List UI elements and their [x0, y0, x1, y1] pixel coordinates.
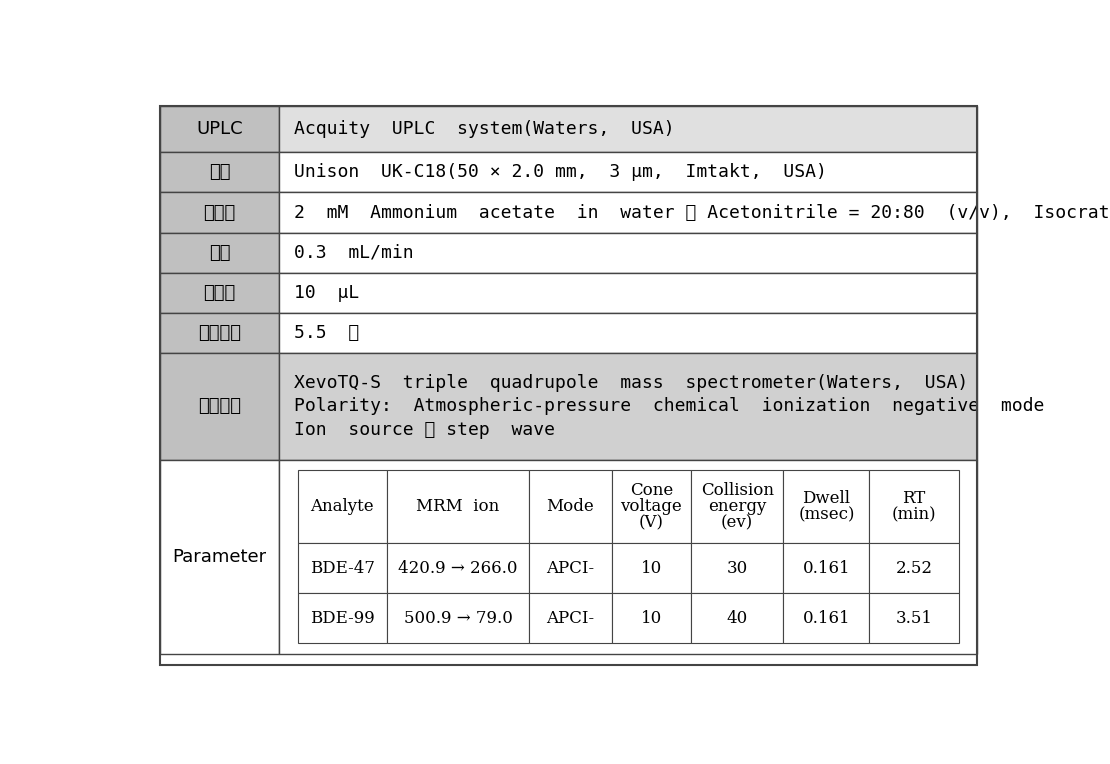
Text: BDE-47: BDE-47: [310, 559, 375, 577]
Text: 주입량: 주입량: [203, 284, 235, 302]
Text: 10  μL: 10 μL: [294, 284, 360, 302]
Bar: [529, 470, 612, 543]
Bar: [279, 106, 978, 152]
Text: MRM  ion: MRM ion: [416, 498, 500, 515]
Bar: [784, 593, 869, 643]
Text: 0.161: 0.161: [803, 610, 850, 626]
Text: APCI-: APCI-: [546, 559, 594, 577]
Text: 3.51: 3.51: [896, 610, 932, 626]
Bar: [612, 593, 690, 643]
Text: 5.5  분: 5.5 분: [294, 324, 360, 342]
Text: Collision: Collision: [700, 481, 774, 499]
Bar: [387, 593, 529, 643]
Bar: [529, 543, 612, 593]
Text: 검출기기: 검출기기: [198, 397, 241, 416]
Bar: [160, 313, 279, 354]
Text: Dwell: Dwell: [803, 490, 850, 507]
Text: 10: 10: [640, 559, 662, 577]
Bar: [279, 313, 978, 354]
Bar: [297, 593, 387, 643]
Bar: [297, 470, 387, 543]
Bar: [869, 543, 959, 593]
Bar: [529, 593, 612, 643]
Bar: [160, 152, 279, 193]
Bar: [279, 193, 978, 233]
Bar: [784, 543, 869, 593]
Bar: [160, 273, 279, 313]
Text: 40: 40: [727, 610, 748, 626]
Text: 2.52: 2.52: [896, 559, 932, 577]
Bar: [160, 354, 279, 460]
Text: RT: RT: [902, 490, 926, 507]
Text: 420.9 → 266.0: 420.9 → 266.0: [398, 559, 517, 577]
Text: XevoTQ-S  triple  quadrupole  mass  spectrometer(Waters,  USA): XevoTQ-S triple quadrupole mass spectrom…: [294, 374, 969, 392]
Text: 유속: 유속: [209, 244, 230, 262]
Text: voltage: voltage: [620, 498, 683, 515]
Bar: [279, 233, 978, 273]
Text: 0.161: 0.161: [803, 559, 850, 577]
Bar: [690, 593, 784, 643]
Text: 10: 10: [640, 610, 662, 626]
Bar: [279, 460, 978, 654]
Bar: [279, 152, 978, 193]
Text: UPLC: UPLC: [196, 120, 243, 138]
Text: 콜럼: 콜럼: [209, 163, 230, 181]
Bar: [279, 273, 978, 313]
Bar: [160, 193, 279, 233]
Bar: [297, 543, 387, 593]
Text: 0.3  mL/min: 0.3 mL/min: [294, 244, 414, 262]
Text: 500.9 → 79.0: 500.9 → 79.0: [404, 610, 513, 626]
Text: Mode: Mode: [546, 498, 594, 515]
Bar: [160, 106, 279, 152]
Bar: [869, 593, 959, 643]
Text: (msec): (msec): [798, 507, 855, 523]
Text: 30: 30: [727, 559, 748, 577]
Text: APCI-: APCI-: [546, 610, 594, 626]
Text: (ev): (ev): [722, 514, 754, 532]
Bar: [160, 460, 279, 654]
Text: Unison  UK-C18(50 × 2.0 mm,  3 μm,  Imtakt,  USA): Unison UK-C18(50 × 2.0 mm, 3 μm, Imtakt,…: [294, 163, 827, 181]
Bar: [612, 543, 690, 593]
Text: BDE-99: BDE-99: [310, 610, 375, 626]
Bar: [784, 470, 869, 543]
Text: Ion  source ： step  wave: Ion source ： step wave: [294, 421, 555, 439]
Text: Polarity:  Atmospheric-pressure  chemical  ionization  negative  mode: Polarity: Atmospheric-pressure chemical …: [294, 397, 1045, 416]
Bar: [869, 470, 959, 543]
Text: (V): (V): [638, 514, 664, 532]
Text: Parameter: Parameter: [172, 548, 266, 566]
Bar: [387, 543, 529, 593]
Text: energy: energy: [708, 498, 766, 515]
Bar: [690, 470, 784, 543]
Text: 이동상: 이동상: [203, 203, 235, 222]
Bar: [387, 470, 529, 543]
Bar: [612, 470, 690, 543]
Text: Cone: Cone: [629, 481, 673, 499]
Bar: [160, 233, 279, 273]
Text: Acquity  UPLC  system(Waters,  USA): Acquity UPLC system(Waters, USA): [294, 120, 675, 138]
Text: Analyte: Analyte: [311, 498, 374, 515]
Bar: [690, 543, 784, 593]
Text: (min): (min): [891, 507, 936, 523]
Text: 분석시간: 분석시간: [198, 324, 241, 342]
Bar: [279, 354, 978, 460]
Text: 2  mM  Ammonium  acetate  in  water ： Acetonitrile = 20:80  (v/v),  Isocratic: 2 mM Ammonium acetate in water ： Acetoni…: [294, 203, 1110, 222]
